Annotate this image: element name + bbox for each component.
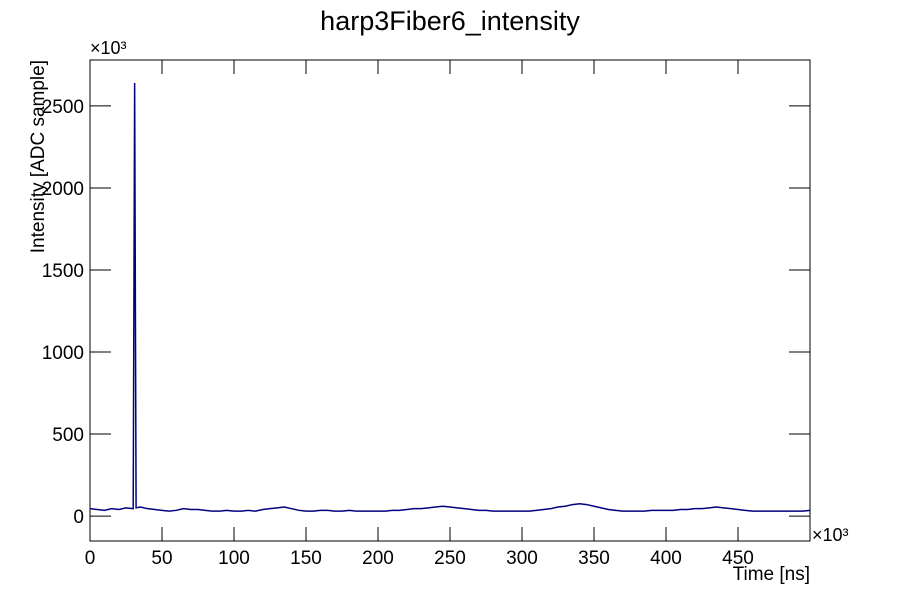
y-tick-label: 1500	[42, 261, 84, 282]
x-tick-label: 200	[362, 548, 394, 569]
x-tick-label: 0	[85, 548, 96, 569]
chart-title: harp3Fiber6_intensity	[320, 6, 580, 36]
y-axis-label: Intensity [ADC sample]	[28, 60, 49, 253]
y-tick-label: 500	[52, 425, 84, 446]
x-tick-label: 100	[218, 548, 250, 569]
y-tick-label: 2500	[42, 97, 84, 118]
x-tick-label: 50	[151, 548, 172, 569]
y-tick-label: 1000	[42, 343, 84, 364]
x-axis-label: Time [ns]	[733, 564, 810, 585]
x-tick-label: 300	[506, 548, 538, 569]
x-tick-label: 450	[722, 548, 754, 569]
x-tick-label: 150	[290, 548, 322, 569]
y-multiplier: ×10³	[90, 38, 127, 58]
x-tick-label: 250	[434, 548, 466, 569]
x-tick-label: 350	[578, 548, 610, 569]
x-tick-label: 400	[650, 548, 682, 569]
x-multiplier: ×10³	[812, 525, 849, 545]
data-line	[89, 82, 811, 512]
y-tick-label: 0	[73, 507, 84, 528]
y-tick-label: 2000	[42, 179, 84, 200]
